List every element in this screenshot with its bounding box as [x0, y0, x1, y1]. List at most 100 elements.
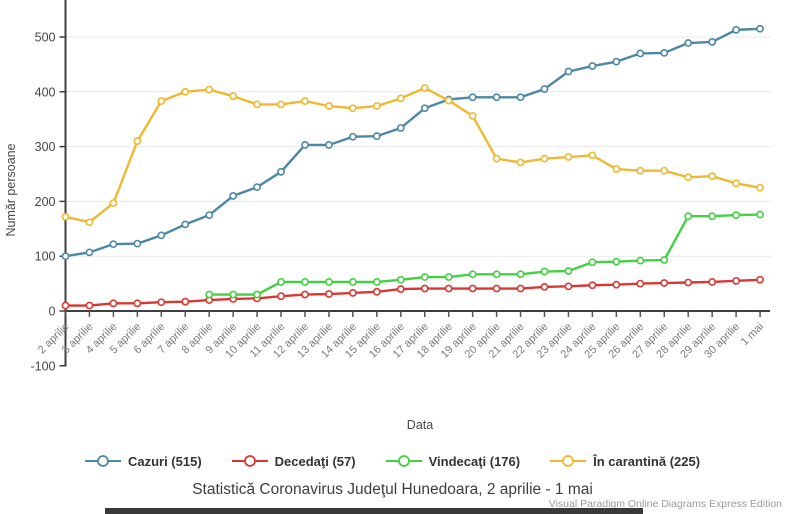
data-point-marker: [540, 282, 549, 291]
data-point-marker: [516, 93, 525, 102]
data-point-marker: [468, 270, 477, 279]
data-point-marker: [540, 85, 549, 93]
legend-marker-icon: [550, 455, 587, 467]
legend-label: În carantină (225): [593, 453, 701, 469]
legend-label: Decedaţi (57): [274, 453, 356, 469]
legend-marker-icon: [385, 455, 422, 467]
data-point-marker: [85, 301, 94, 310]
data-point-marker: [181, 297, 190, 306]
data-point-marker: [372, 287, 381, 296]
data-point-marker: [492, 93, 501, 102]
data-point-marker: [109, 199, 118, 207]
gridlines: [65, 36, 772, 257]
data-point-marker: [444, 273, 453, 281]
series-1: [61, 275, 764, 310]
data-point-marker: [540, 267, 549, 276]
data-point-marker: [133, 239, 142, 248]
legend-item-2[interactable]: Vindecaţi (176): [385, 454, 520, 469]
data-point-marker: [588, 258, 597, 267]
data-point-marker: [636, 166, 645, 175]
x-axis-title: Data: [407, 418, 433, 432]
data-point-marker: [420, 273, 429, 281]
data-point-marker: [660, 166, 669, 175]
y-tick-label: 100: [35, 250, 56, 264]
data-point-marker: [660, 279, 669, 287]
x-tick-label: 1 mai: [739, 321, 767, 349]
series-line: [207, 213, 762, 296]
data-point-marker: [348, 132, 357, 141]
data-point-marker: [468, 112, 477, 120]
data-point-marker: [684, 212, 693, 221]
data-point-marker: [708, 212, 717, 221]
data-point-marker: [277, 167, 285, 176]
data-point-marker: [588, 62, 597, 70]
data-point-marker: [348, 289, 357, 297]
chart-legend: Cazuri (515) Decedaţi (57) Vindecaţi (176)…: [0, 449, 785, 473]
watermark-text: Visual Paradigm Online Diagrams Express …: [548, 498, 782, 510]
data-point-marker: [372, 278, 381, 286]
data-point-marker: [85, 248, 94, 257]
data-point-marker: [684, 278, 693, 287]
data-point-marker: [61, 212, 70, 221]
data-point-marker: [516, 270, 525, 279]
y-tick-label: 500: [35, 31, 56, 45]
bottom-bar: [105, 508, 643, 514]
data-point-marker: [133, 299, 142, 308]
legend-item-0[interactable]: Cazuri (515): [84, 453, 202, 469]
data-point-marker: [516, 284, 525, 293]
data-point-marker: [157, 97, 166, 106]
data-point-marker: [301, 290, 309, 299]
data-point-marker: [732, 25, 740, 34]
data-point-marker: [133, 137, 142, 146]
data-point-marker: [420, 104, 429, 113]
data-point-marker: [325, 290, 333, 298]
data-point-marker: [229, 192, 238, 200]
data-point-marker: [205, 85, 214, 94]
data-point-marker: [660, 48, 669, 57]
data-point-marker: [205, 211, 214, 219]
data-point-marker: [660, 256, 669, 264]
data-point-marker: [564, 153, 573, 161]
data-point-marker: [444, 96, 453, 105]
data-point-marker: [61, 252, 70, 261]
data-point-marker: [181, 87, 190, 96]
data-point-marker: [301, 141, 309, 149]
legend-marker-icon: [231, 455, 268, 467]
data-point-marker: [396, 275, 405, 284]
data-point-marker: [396, 124, 405, 132]
data-point-marker: [684, 173, 693, 182]
data-point-marker: [85, 218, 94, 227]
data-point-marker: [708, 278, 717, 286]
data-point-marker: [756, 275, 764, 284]
legend-item-3[interactable]: În carantină (225): [550, 454, 700, 469]
series-line: [64, 86, 762, 224]
data-point-marker: [708, 38, 717, 46]
data-point-marker: [756, 24, 764, 33]
y-axis-ticks: -100 0 100 200 300 400 500: [30, 31, 66, 373]
legend-item-1[interactable]: Decedaţi (57): [231, 453, 356, 469]
data-point-marker: [253, 100, 261, 109]
data-point-marker: [229, 290, 238, 299]
data-point-marker: [205, 290, 214, 299]
data-point-marker: [325, 278, 333, 286]
data-point-marker: [732, 276, 740, 285]
y-tick-label: 300: [35, 140, 56, 154]
y-tick-label: 0: [49, 305, 56, 319]
data-point-marker: [684, 39, 693, 47]
y-tick-label: -100: [30, 359, 55, 373]
data-point-marker: [564, 282, 573, 291]
data-point-marker: [229, 92, 238, 101]
data-point-marker: [468, 284, 477, 293]
data-point-marker: [588, 151, 597, 160]
data-point-marker: [708, 172, 717, 181]
data-point-marker: [564, 267, 573, 275]
data-point-marker: [277, 100, 285, 109]
legend-label: Cazuri (515): [127, 453, 202, 469]
data-point-marker: [732, 179, 740, 188]
chart-title: Statistică Coronavirus Judeţul Hunedoara…: [192, 481, 593, 498]
line-chart: -100 0 100 200 300 400 500 2 aprilie 3 aprilie 4 …: [4, 0, 772, 432]
data-point-marker: [756, 210, 764, 219]
data-point-marker: [612, 257, 621, 266]
data-point-marker: [61, 301, 70, 310]
